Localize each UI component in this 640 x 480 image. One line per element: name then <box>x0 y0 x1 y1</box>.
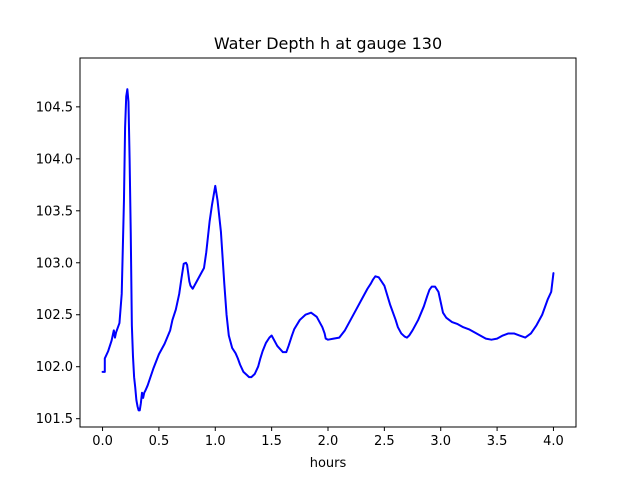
x-axis-ticks: 0.0 0.5 1.0 1.5 2.0 2.5 3.0 3.5 4.0 <box>92 427 564 449</box>
x-tick-label: 2.5 <box>374 434 395 449</box>
x-tick-label: 1.0 <box>205 434 226 449</box>
plot-area <box>101 88 555 412</box>
y-tick-label: 103.5 <box>36 204 73 219</box>
x-tick-label: 1.5 <box>261 434 282 449</box>
x-tick-label: 0.0 <box>92 434 113 449</box>
x-axis-label: hours <box>310 456 347 471</box>
chart-title: Water Depth h at gauge 130 <box>214 34 442 53</box>
x-tick-label: 0.5 <box>149 434 170 449</box>
y-tick-label: 102.5 <box>36 308 73 323</box>
y-tick-label: 104.5 <box>36 100 73 115</box>
series-line-0 <box>101 88 555 412</box>
y-tick-label: 102.0 <box>36 360 73 375</box>
x-tick-label: 3.5 <box>487 434 508 449</box>
y-tick-label: 103.0 <box>36 256 73 271</box>
x-tick-label: 2.0 <box>318 434 339 449</box>
y-tick-label: 104.0 <box>36 152 73 167</box>
y-tick-label: 101.5 <box>36 412 73 427</box>
x-tick-label: 4.0 <box>543 434 564 449</box>
y-axis-ticks: 101.5 102.0 102.5 103.0 103.5 104.0 104.5 <box>36 100 80 427</box>
x-tick-label: 3.0 <box>430 434 451 449</box>
